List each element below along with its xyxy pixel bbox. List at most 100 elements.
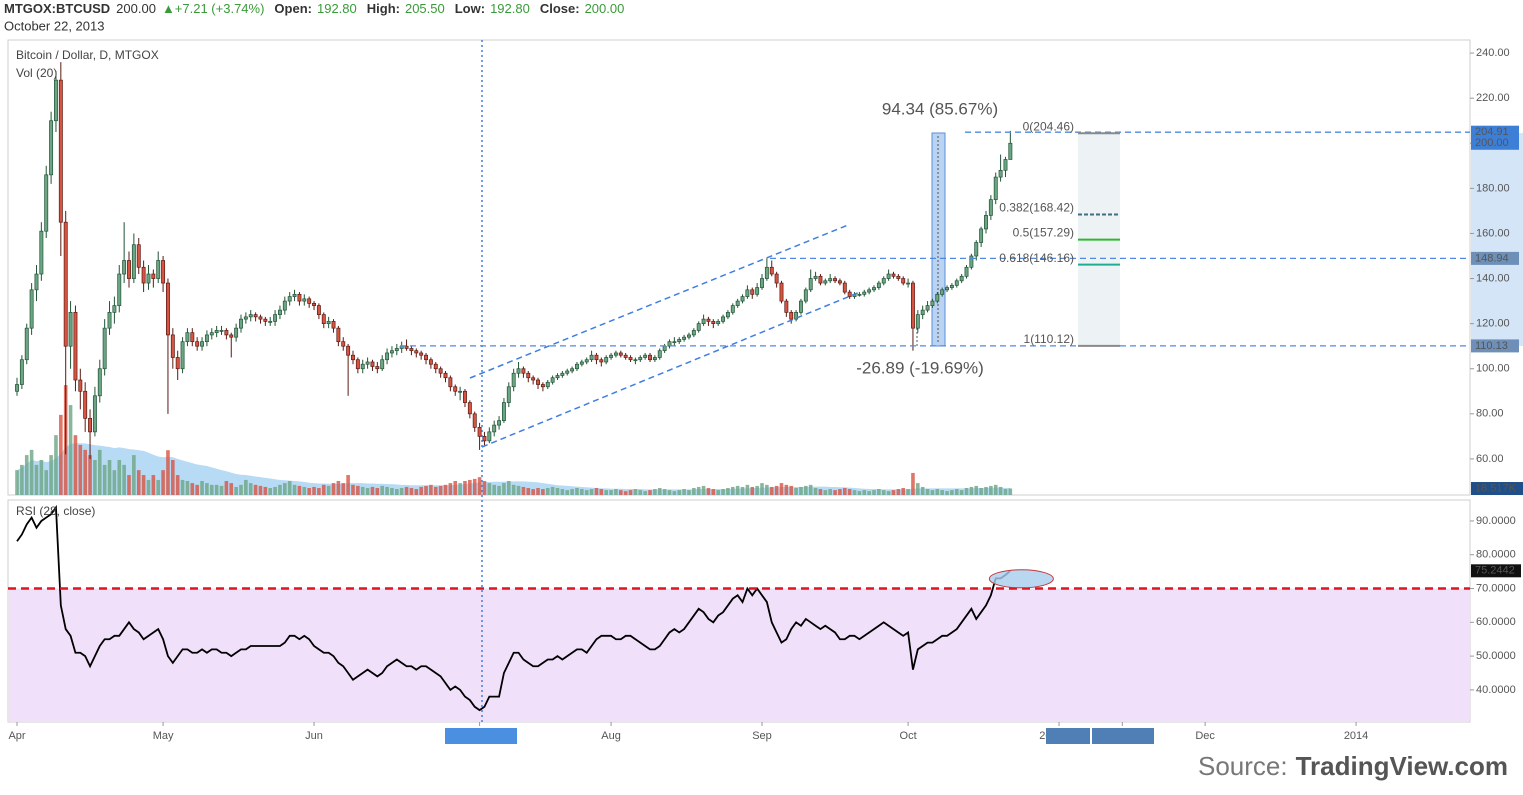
- volume-bar: [287, 481, 292, 495]
- candle-body: [818, 275, 823, 284]
- volume-bar: [356, 485, 360, 495]
- candle-body: [974, 242, 979, 257]
- candle-body: [920, 309, 925, 315]
- overbought-zone: [9, 588, 1469, 721]
- volume-bar: [404, 486, 409, 495]
- candle-body: [34, 273, 39, 291]
- x-label-highlight: [1046, 728, 1090, 744]
- candle-body: [156, 260, 161, 279]
- volume-bar: [458, 483, 462, 495]
- volume-bar: [852, 490, 857, 495]
- candle-body: [97, 368, 102, 397]
- fib-label: 0(204.46): [1023, 119, 1074, 133]
- volume-bar: [740, 486, 745, 495]
- price-marker-label: 204.91: [1475, 126, 1509, 138]
- candle-body: [628, 357, 633, 361]
- field-value: 192.80: [490, 1, 530, 16]
- candle-body: [73, 312, 78, 381]
- candle-body: [136, 244, 141, 268]
- candle-body: [44, 174, 49, 232]
- volume-bar: [833, 490, 837, 495]
- candle-body: [847, 291, 852, 297]
- candle-body: [901, 278, 906, 284]
- candle-body: [209, 332, 214, 336]
- candle-body: [229, 334, 234, 338]
- y-tick-label: 100.00: [1476, 363, 1510, 375]
- volume-bar: [692, 488, 696, 495]
- volume-bar: [180, 479, 185, 495]
- candle-body: [691, 330, 696, 336]
- volume-bar: [117, 460, 122, 495]
- candle-body: [467, 402, 472, 415]
- candle-body: [370, 361, 375, 367]
- volume-bar: [920, 486, 925, 495]
- source: Source: TradingView.com: [1198, 751, 1508, 781]
- volume-bar: [842, 488, 847, 495]
- measure-up: 94.34 (85.67%): [882, 99, 998, 118]
- volume-bar: [307, 488, 311, 495]
- candle-body: [896, 275, 901, 279]
- candle-body: [433, 363, 438, 370]
- volume-bar: [390, 488, 394, 495]
- fib-label: 0.618(146.16): [999, 251, 1074, 265]
- volume-bar: [570, 489, 574, 495]
- candle-body: [127, 260, 131, 279]
- candle-body: [828, 278, 833, 282]
- candle-body: [443, 372, 448, 379]
- candle-body: [545, 381, 550, 388]
- axis-range-highlight: [1471, 133, 1523, 346]
- candle-body: [696, 323, 701, 331]
- candle-body: [394, 348, 399, 352]
- volume-bar: [984, 486, 988, 495]
- volume-bar: [701, 485, 706, 495]
- volume-bar: [258, 485, 263, 495]
- fib-label: 0.382(168.42): [999, 201, 1074, 215]
- candle-body: [794, 312, 799, 320]
- candle-body: [375, 366, 380, 370]
- x-tick-label: 2014: [1344, 730, 1368, 742]
- candle-body: [497, 420, 502, 426]
- volume-bar: [44, 470, 49, 495]
- candle-body: [195, 341, 200, 347]
- candle-body: [88, 417, 92, 433]
- volume-bar: [541, 489, 545, 495]
- candle-body: [930, 300, 935, 306]
- candle-body: [351, 354, 355, 361]
- volume-bar: [687, 490, 691, 495]
- price-marker: [1471, 339, 1519, 353]
- x-tick-label: Dec: [1195, 730, 1215, 742]
- y-tick-label: 220.00: [1476, 92, 1510, 104]
- volume-bar: [828, 489, 832, 495]
- y-tick-label: 160.00: [1476, 227, 1510, 239]
- volume-bar: [248, 483, 253, 495]
- candle-body: [609, 354, 614, 358]
- channel-line: [481, 291, 861, 448]
- volume-bar: [302, 486, 307, 495]
- volume-bar: [253, 484, 258, 495]
- candle-body: [321, 314, 326, 324]
- candle-body: [482, 436, 487, 442]
- candle-body: [648, 354, 652, 361]
- volume-bar: [799, 486, 803, 495]
- volume-bar: [234, 486, 238, 495]
- x-label-highlight: [445, 728, 517, 744]
- volume-bar: [146, 479, 151, 495]
- volume-bar: [463, 481, 467, 495]
- volume-bar: [974, 485, 979, 495]
- candle-body: [915, 314, 920, 329]
- candle-body: [954, 280, 959, 286]
- volume-bar: [273, 486, 277, 495]
- candle-body: [458, 390, 463, 393]
- volume-bar: [594, 488, 599, 495]
- volume-bar: [677, 490, 682, 495]
- candle-body: [769, 266, 774, 275]
- symbol: MTGOX:BTCUSD: [4, 1, 110, 16]
- volume-bar: [589, 489, 594, 495]
- fib-label: 0.5(157.29): [1013, 226, 1074, 240]
- candle-body: [842, 282, 847, 293]
- volume-bar: [1008, 488, 1013, 495]
- candle-body: [594, 354, 599, 361]
- volume-bar: [565, 490, 570, 495]
- volume-bar: [696, 486, 701, 495]
- volume-bar: [399, 488, 404, 495]
